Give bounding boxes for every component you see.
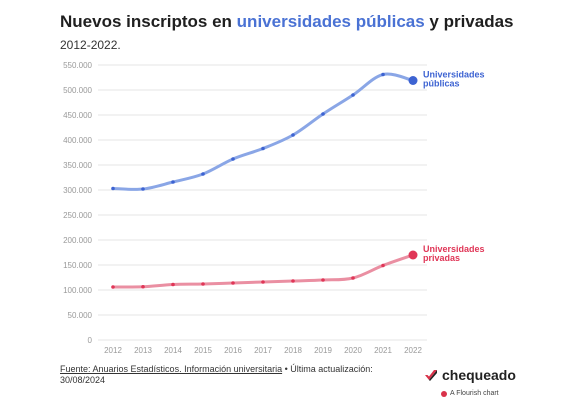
x-tick-label: 2015 bbox=[194, 346, 212, 355]
title-highlight: universidades públicas bbox=[236, 12, 425, 31]
data-point-privadas bbox=[351, 276, 355, 280]
y-tick-label: 300.000 bbox=[63, 186, 92, 195]
series-label-privadas: privadas bbox=[423, 253, 460, 263]
y-tick-label: 250.000 bbox=[63, 211, 92, 220]
y-tick-label: 400.000 bbox=[63, 136, 92, 145]
data-point-privadas bbox=[408, 250, 418, 260]
y-tick-label: 200.000 bbox=[63, 236, 92, 245]
data-point-publicas bbox=[408, 76, 418, 85]
y-tick-label: 50.000 bbox=[68, 311, 93, 320]
x-tick-label: 2012 bbox=[104, 346, 122, 355]
x-tick-label: 2021 bbox=[374, 346, 392, 355]
y-tick-label: 550.000 bbox=[63, 61, 92, 70]
x-tick-label: 2019 bbox=[314, 346, 332, 355]
source-update: • Última actualización: 30/08/2024 bbox=[60, 364, 373, 385]
data-point-publicas bbox=[201, 172, 205, 176]
series-label-publicas: públicas bbox=[423, 79, 460, 89]
series-line-publicas bbox=[111, 72, 415, 191]
title-suffix: y privadas bbox=[424, 12, 514, 31]
x-tick-label: 2020 bbox=[344, 346, 362, 355]
x-tick-label: 2018 bbox=[284, 346, 302, 355]
flourish-credit[interactable]: A Flourish chart bbox=[441, 390, 499, 397]
data-point-privadas bbox=[141, 284, 145, 289]
flourish-icon bbox=[441, 390, 447, 397]
data-point-privadas bbox=[291, 279, 295, 283]
flourish-label: A Flourish chart bbox=[450, 390, 499, 397]
chart-title: Nuevos inscriptos en universidades públi… bbox=[60, 12, 514, 32]
data-point-privadas bbox=[201, 282, 205, 286]
x-tick-label: 2013 bbox=[134, 346, 152, 355]
data-point-publicas bbox=[291, 133, 295, 137]
data-point-publicas bbox=[351, 93, 355, 97]
data-point-privadas bbox=[111, 285, 115, 289]
x-tick-label: 2017 bbox=[254, 346, 272, 355]
data-point-privadas bbox=[231, 281, 235, 285]
y-tick-label: 450.000 bbox=[63, 111, 92, 120]
series-label-publicas: Universidades bbox=[423, 70, 485, 80]
source-link[interactable]: Fuente: Anuarios Estadísticos. Informaci… bbox=[60, 364, 283, 374]
y-tick-label: 500.000 bbox=[63, 86, 92, 95]
series-label-privadas: Universidades bbox=[423, 244, 485, 254]
data-point-publicas bbox=[171, 180, 175, 184]
x-tick-label: 2022 bbox=[404, 346, 422, 355]
line-chart: 0 50.000 100.000 150.000 200.000 250.000 300.0… bbox=[63, 61, 485, 355]
chequeado-logo-icon bbox=[425, 370, 437, 381]
data-point-publicas bbox=[261, 146, 265, 151]
data-point-publicas bbox=[231, 157, 235, 161]
brand-name: chequeado bbox=[442, 367, 516, 383]
x-tick-label: 2014 bbox=[164, 346, 182, 355]
y-tick-label: 100.000 bbox=[63, 286, 92, 295]
data-point-publicas bbox=[321, 112, 325, 116]
title-prefix: Nuevos inscriptos en bbox=[60, 12, 237, 31]
y-tick-label: 350.000 bbox=[63, 161, 92, 170]
data-point-privadas bbox=[171, 282, 175, 287]
source-note: Fuente: Anuarios Estadísticos. Informaci… bbox=[60, 364, 400, 386]
chart-subtitle: 2012-2022. bbox=[60, 38, 121, 52]
data-point-privadas bbox=[381, 263, 385, 268]
brand-logo[interactable]: chequeado bbox=[424, 367, 516, 383]
data-point-publicas bbox=[381, 72, 385, 77]
data-point-publicas bbox=[141, 187, 145, 191]
data-point-publicas bbox=[111, 186, 115, 191]
data-point-privadas bbox=[321, 278, 325, 282]
x-tick-label: 2016 bbox=[224, 346, 242, 355]
y-tick-label: 0 bbox=[88, 336, 93, 345]
data-point-privadas bbox=[261, 280, 265, 284]
y-tick-label: 150.000 bbox=[63, 261, 92, 270]
